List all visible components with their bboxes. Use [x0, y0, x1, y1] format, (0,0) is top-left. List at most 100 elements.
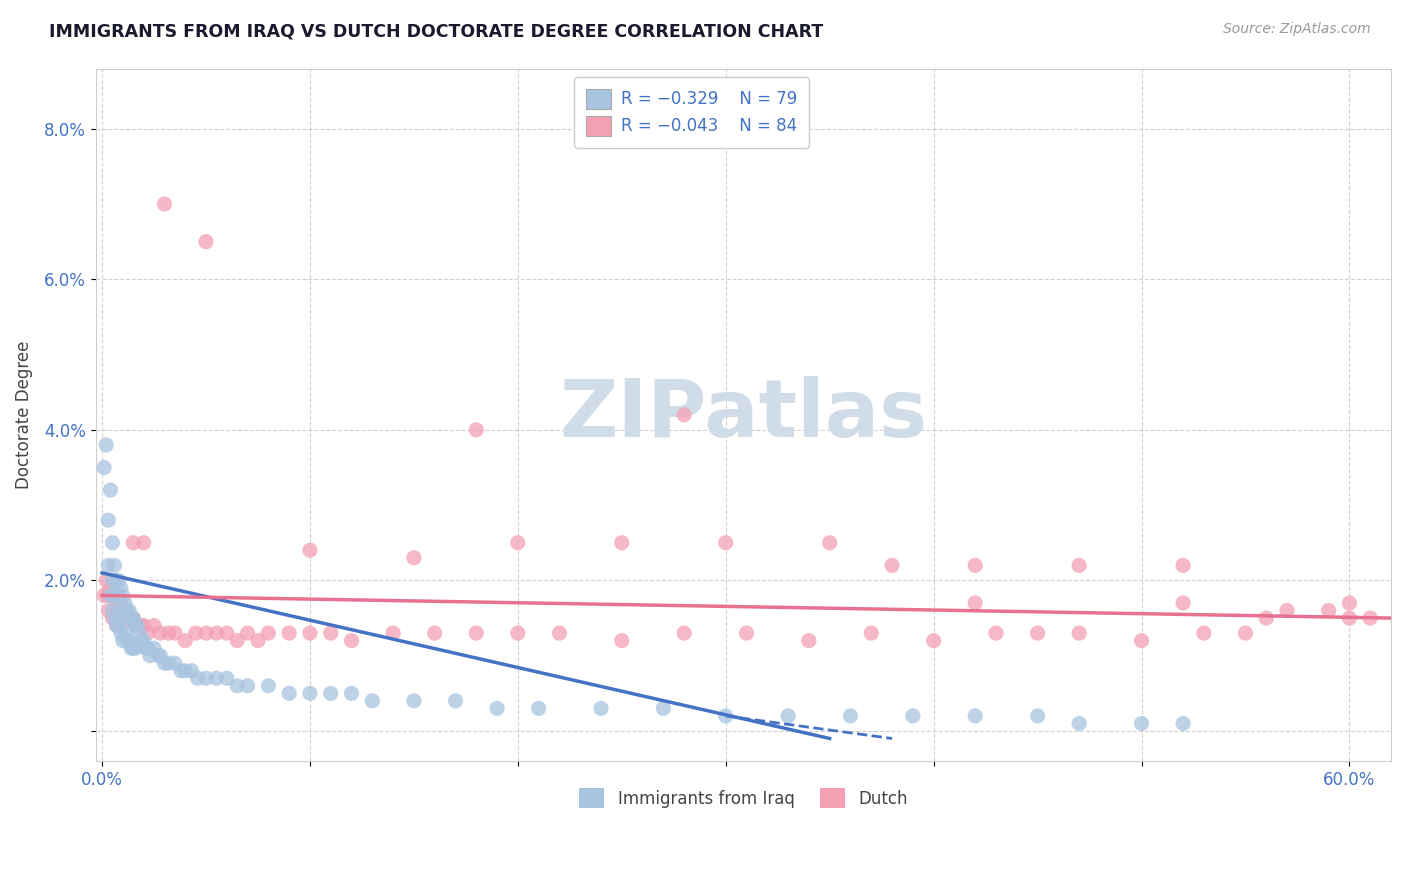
Point: [1192, 626, 1215, 640]
Point: [880, 558, 903, 573]
Point: [97, 558, 120, 573]
Point: [96, 574, 118, 588]
Point: [96, 438, 118, 452]
Point: [115, 603, 138, 617]
Point: [132, 535, 155, 549]
Point: [257, 679, 280, 693]
Point: [714, 535, 737, 549]
Point: [115, 633, 138, 648]
Point: [132, 618, 155, 632]
Point: [143, 641, 166, 656]
Point: [127, 618, 149, 632]
Point: [93, 589, 115, 603]
Text: Source: ZipAtlas.com: Source: ZipAtlas.com: [1223, 22, 1371, 37]
Point: [860, 626, 883, 640]
Point: [506, 535, 529, 549]
Point: [124, 618, 146, 632]
Point: [589, 701, 612, 715]
Point: [610, 535, 633, 549]
Point: [118, 611, 141, 625]
Point: [132, 633, 155, 648]
Point: [673, 626, 696, 640]
Point: [1256, 611, 1278, 625]
Point: [110, 581, 132, 595]
Point: [114, 626, 136, 640]
Point: [402, 550, 425, 565]
Point: [105, 618, 128, 632]
Point: [105, 618, 128, 632]
Point: [110, 618, 132, 632]
Point: [101, 535, 124, 549]
Point: [984, 626, 1007, 640]
Point: [111, 589, 134, 603]
Point: [1026, 626, 1049, 640]
Point: [278, 626, 301, 640]
Point: [195, 626, 218, 640]
Point: [120, 611, 142, 625]
Point: [148, 648, 170, 663]
Point: [319, 626, 342, 640]
Point: [901, 709, 924, 723]
Point: [1339, 611, 1361, 625]
Point: [105, 574, 128, 588]
Point: [157, 657, 180, 671]
Point: [105, 589, 128, 603]
Point: [465, 626, 488, 640]
Point: [1171, 558, 1194, 573]
Point: [153, 197, 176, 211]
Point: [149, 626, 172, 640]
Point: [120, 611, 142, 625]
Point: [382, 626, 405, 640]
Point: [361, 694, 384, 708]
Point: [922, 633, 945, 648]
Point: [101, 603, 124, 617]
Point: [105, 589, 128, 603]
Point: [122, 535, 145, 549]
Point: [110, 596, 132, 610]
Legend: Immigrants from Iraq, Dutch: Immigrants from Iraq, Dutch: [572, 781, 914, 815]
Point: [1275, 603, 1298, 617]
Point: [111, 611, 134, 625]
Point: [103, 589, 125, 603]
Point: [1130, 633, 1153, 648]
Point: [340, 633, 363, 648]
Point: [101, 574, 124, 588]
Point: [100, 483, 122, 497]
Text: ZIPatlas: ZIPatlas: [560, 376, 928, 454]
Point: [107, 596, 129, 610]
Point: [101, 589, 124, 603]
Point: [174, 633, 197, 648]
Point: [236, 679, 259, 693]
Point: [735, 626, 758, 640]
Point: [184, 626, 207, 640]
Text: IMMIGRANTS FROM IRAQ VS DUTCH DOCTORATE DEGREE CORRELATION CHART: IMMIGRANTS FROM IRAQ VS DUTCH DOCTORATE …: [49, 22, 824, 40]
Point: [110, 626, 132, 640]
Point: [506, 626, 529, 640]
Point: [174, 664, 197, 678]
Point: [527, 701, 550, 715]
Y-axis label: Doctorate Degree: Doctorate Degree: [15, 341, 32, 489]
Point: [180, 664, 202, 678]
Point: [246, 633, 269, 648]
Point: [257, 626, 280, 640]
Point: [103, 589, 125, 603]
Point: [797, 633, 820, 648]
Point: [1069, 626, 1091, 640]
Point: [163, 657, 186, 671]
Point: [118, 603, 141, 617]
Point: [97, 513, 120, 527]
Point: [118, 633, 141, 648]
Point: [965, 709, 987, 723]
Point: [114, 603, 136, 617]
Point: [548, 626, 571, 640]
Point: [673, 408, 696, 422]
Point: [100, 581, 122, 595]
Point: [100, 589, 122, 603]
Point: [778, 709, 800, 723]
Point: [107, 618, 129, 632]
Point: [278, 686, 301, 700]
Point: [340, 686, 363, 700]
Point: [135, 641, 157, 656]
Point: [111, 603, 134, 617]
Point: [170, 664, 193, 678]
